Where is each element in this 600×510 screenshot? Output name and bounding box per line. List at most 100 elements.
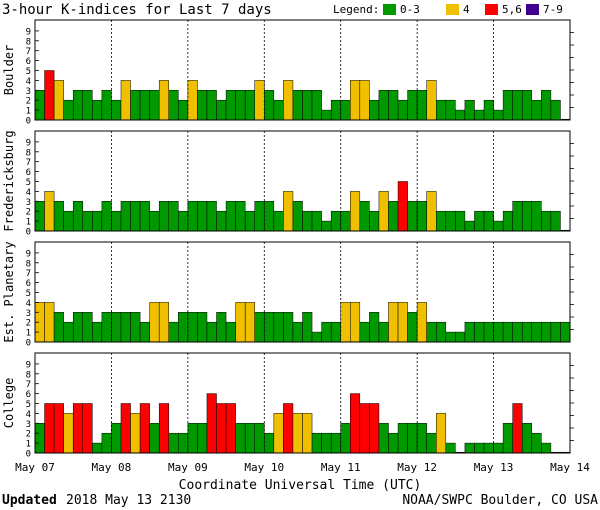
kindex-bar: [244, 423, 255, 454]
kindex-bar: [330, 321, 341, 343]
kindex-bar: [550, 99, 561, 121]
kindex-bar: [264, 201, 275, 232]
kindex-bar: [464, 99, 475, 121]
kindex-bar: [254, 80, 265, 121]
kindex-bar: [206, 201, 217, 232]
legend-item-label: 0-3: [400, 3, 420, 16]
y-tick-label: 6: [26, 57, 31, 67]
kindex-bar: [244, 90, 255, 121]
y-tick-label: 1: [26, 440, 31, 450]
x-axis-label: Coordinate Universal Time (UTC): [179, 478, 422, 493]
kindex-bar: [369, 99, 380, 121]
legend-item-label: 5,6: [502, 3, 522, 16]
kindex-bar: [101, 201, 112, 232]
kindex-bar: [436, 210, 447, 232]
kindex-bar: [350, 191, 361, 232]
y-tick-label: 5: [26, 289, 31, 299]
kindex-bar: [72, 201, 84, 232]
kindex-bar: [388, 90, 399, 121]
kindex-bar: [158, 201, 169, 232]
kindex-bar: [273, 99, 284, 121]
kindex-bar: [512, 321, 523, 343]
source-label: NOAA/SWPC Boulder, CO USA: [402, 493, 598, 508]
kindex-bar: [264, 312, 275, 343]
kindex-bar: [416, 90, 427, 121]
kindex-bar: [407, 90, 418, 121]
y-tick-label: 8: [26, 37, 31, 47]
kindex-bar: [216, 403, 227, 454]
kindex-bar: [111, 99, 122, 121]
legend-item-label: 4: [463, 3, 470, 16]
kindex-bar: [130, 312, 141, 343]
kindex-bar: [235, 201, 246, 232]
kindex-bar: [436, 413, 447, 454]
kindex-bar: [445, 210, 456, 232]
kindex-bar: [244, 302, 255, 343]
kindex-bar: [92, 99, 103, 121]
kindex-bar: [235, 302, 246, 343]
kindex-bar: [34, 423, 45, 454]
y-tick-label: 2: [26, 430, 31, 440]
kindex-bar: [158, 403, 169, 454]
kindex-bar: [63, 413, 74, 454]
kindex-bar: [330, 432, 341, 454]
kindex-bar: [82, 210, 93, 232]
kindex-bar: [139, 201, 150, 232]
kindex-bar: [197, 201, 208, 232]
kindex-bar: [550, 210, 561, 232]
kindex-bar: [512, 201, 523, 232]
kindex-bar: [521, 90, 533, 121]
kindex-bar: [53, 201, 64, 232]
kindex-bar: [521, 423, 533, 454]
x-tick-label: May 12: [397, 461, 437, 474]
kindex-bar: [111, 312, 122, 343]
kindex-bar: [560, 321, 571, 343]
y-tick-label: 6: [26, 279, 31, 289]
kindex-bar: [225, 201, 236, 232]
y-tick-label: 8: [26, 148, 31, 158]
kindex-bar: [244, 210, 255, 232]
kindex-bar: [407, 423, 418, 454]
station-label: College: [2, 378, 16, 429]
kindex-bar: [302, 90, 313, 121]
kindex-bar: [359, 321, 370, 343]
x-axis-ticks: May 07 May 08 May 09 May 10 May 11 May 12 May …: [15, 461, 590, 474]
kindex-bar: [225, 90, 236, 121]
kindex-bar: [216, 210, 227, 232]
y-tick-label: 2: [26, 319, 31, 329]
y-tick-label: 1: [26, 107, 31, 117]
y-tick-label: 2: [26, 97, 31, 107]
kindex-bar: [139, 90, 150, 121]
kindex-bar: [388, 201, 399, 232]
kindex-bar: [120, 80, 131, 121]
kindex-bar: [92, 210, 103, 232]
kindex-bar: [397, 423, 408, 454]
kindex-bar: [369, 312, 380, 343]
kindex-bar: [63, 210, 74, 232]
kindex-bar: [426, 191, 437, 232]
kindex-bar: [206, 90, 217, 121]
kindex-bar: [178, 210, 189, 232]
kindex-bar: [483, 321, 494, 343]
kindex-bar: [92, 442, 103, 454]
station-label: Boulder: [2, 45, 16, 96]
kindex-bar: [111, 423, 122, 454]
y-tick-label: 0: [26, 117, 31, 127]
kindex-bar: [340, 302, 351, 343]
kindex-bar: [130, 413, 141, 454]
y-tick-label: 8: [26, 370, 31, 380]
kindex-bar: [426, 80, 437, 121]
kindex-bar: [397, 181, 408, 232]
legend: Legend: 0-3 4 5,6 7-9: [333, 3, 563, 16]
kindex-bar: [397, 302, 408, 343]
kindex-bar: [541, 210, 552, 232]
kindex-bar: [197, 90, 208, 121]
kindex-bar: [34, 90, 45, 121]
kindex-bar: [206, 393, 217, 454]
kindex-bar: [378, 423, 389, 454]
kindex-bar: [474, 442, 485, 454]
kindex-bar: [330, 99, 341, 121]
